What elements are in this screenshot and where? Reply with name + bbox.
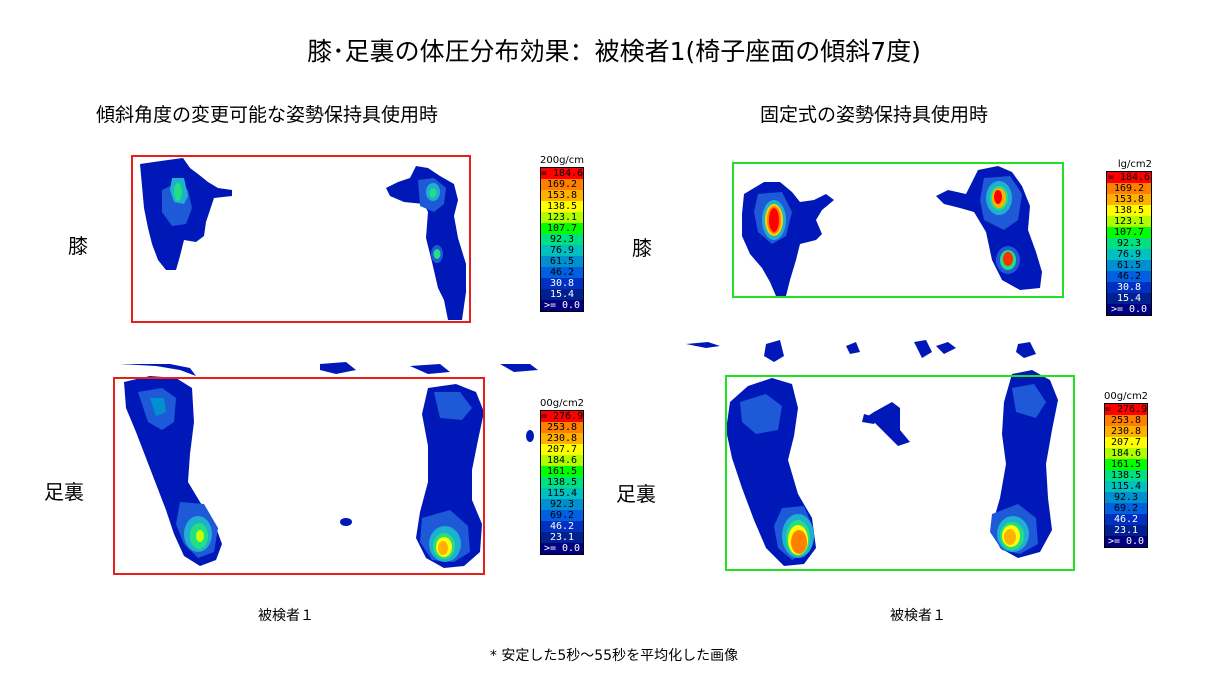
legend-value: 46.2: [541, 521, 583, 532]
legend-value: 115.4: [1105, 481, 1147, 492]
footnote: * 安定した5秒～55秒を平均化した画像: [489, 648, 739, 664]
left-panel-caption: 被検者１: [258, 608, 314, 624]
legend-unit: 00g/cm2: [540, 398, 584, 409]
legend-value: 76.9: [541, 245, 583, 256]
knee-pressure-map-left: [131, 155, 471, 323]
legend-value: 138.5: [541, 477, 583, 488]
legend-knee-right: lg/cm2 = 184.6 169.2 153.8 138.5 123.1 107.7 9…: [1106, 158, 1152, 316]
row-label-sole-right: 足裏: [616, 482, 656, 506]
legend-value: 138.5: [1105, 470, 1147, 481]
legend-value: 15.4: [541, 289, 583, 300]
row-label-knee-left: 膝: [68, 234, 88, 258]
row-label-knee-right: 膝: [632, 236, 652, 260]
legend-value: >= 0.0: [1105, 536, 1147, 547]
legend-value: 30.8: [541, 278, 583, 289]
legend-value: 15.4: [1107, 293, 1151, 304]
left-panel-heading: 傾斜角度の変更可能な姿勢保持具使用時: [96, 104, 439, 126]
legend-value: 46.2: [1105, 514, 1147, 525]
row-label-sole-left: 足裏: [44, 480, 84, 504]
legend-value: 69.2: [1105, 503, 1147, 514]
legend-value: 46.2: [1107, 271, 1151, 282]
sole-pressure-map-right: [686, 340, 1075, 571]
legend-value: 207.7: [1105, 437, 1147, 448]
legend-value: >= 0.0: [541, 300, 583, 311]
legend-scale: = 184.6 169.2 153.8 138.5 123.1 107.7 92.3 76.9…: [540, 167, 584, 312]
legend-value: 138.5: [541, 201, 583, 212]
legend-value: 253.8: [1105, 415, 1147, 426]
legend-value: 30.8: [1107, 282, 1151, 293]
legend-value: 123.1: [541, 212, 583, 223]
legend-value: 253.8: [541, 422, 583, 433]
legend-value: 153.8: [1107, 194, 1151, 205]
legend-value: 230.8: [1105, 426, 1147, 437]
legend-value: 92.3: [1107, 238, 1151, 249]
legend-value: 107.7: [1107, 227, 1151, 238]
legend-unit: 200g/cm2: [540, 155, 584, 166]
legend-value: = 184.6: [541, 168, 583, 179]
legend-value: 23.1: [1105, 525, 1147, 536]
legend-value: 76.9: [1107, 249, 1151, 260]
legend-value: >= 0.0: [1107, 304, 1151, 315]
legend-value: 61.5: [1107, 260, 1151, 271]
legend-unit: 00g/cm2: [1104, 391, 1148, 402]
legend-value: 184.6: [1105, 448, 1147, 459]
legend-value: 69.2: [541, 510, 583, 521]
legend-value: 207.7: [541, 444, 583, 455]
legend-scale: = 276.9 253.8 230.8 207.7 184.6 161.5 138.5 115…: [1104, 403, 1148, 548]
right-panel-heading: 固定式の姿勢保持具使用時: [760, 104, 989, 126]
legend-value: 169.2: [1107, 183, 1151, 194]
legend-value: 138.5: [1107, 205, 1151, 216]
legend-value: 230.8: [541, 433, 583, 444]
legend-sole-right: 00g/cm2 = 276.9 253.8 230.8 207.7 184.6 161.5…: [1104, 390, 1148, 548]
legend-value: 115.4: [541, 488, 583, 499]
legend-value: 161.5: [541, 466, 583, 477]
right-panel-caption: 被検者１: [890, 608, 946, 624]
legend-value: = 184.6: [1107, 172, 1151, 183]
legend-sole-left: 00g/cm2 = 276.9 253.8 230.8 207.7 184.6 161.5…: [540, 397, 584, 555]
legend-scale: = 184.6 169.2 153.8 138.5 123.1 107.7 92.3 76.9…: [1106, 171, 1152, 316]
legend-unit: lg/cm2: [1117, 159, 1152, 170]
legend-value: 92.3: [541, 234, 583, 245]
knee-pressure-map-right: [732, 162, 1064, 298]
legend-scale: = 276.9 253.8 230.8 207.7 184.6 161.5 138.5 115…: [540, 410, 584, 555]
legend-value: 46.2: [541, 267, 583, 278]
legend-value: 107.7: [541, 223, 583, 234]
legend-value: = 276.9: [1105, 404, 1147, 415]
sole-pressure-map-left: [113, 362, 538, 575]
legend-value: 153.8: [541, 190, 583, 201]
legend-value: 169.2: [541, 179, 583, 190]
legend-value: >= 0.0: [541, 543, 583, 554]
legend-knee-left: 200g/cm2 = 184.6169.2153.8138.5123.1107.…: [540, 154, 584, 312]
legend-value: 92.3: [541, 499, 583, 510]
legend-value: 92.3: [1105, 492, 1147, 503]
legend-value: 61.5: [541, 256, 583, 267]
legend-value: = 276.9: [541, 411, 583, 422]
page-title: 膝･足裏の体圧分布効果：被検者1(椅子座面の傾斜7度): [307, 37, 921, 66]
legend-value: 161.5: [1105, 459, 1147, 470]
legend-value: 123.1: [1107, 216, 1151, 227]
legend-value: 23.1: [541, 532, 583, 543]
legend-value: 184.6: [541, 455, 583, 466]
